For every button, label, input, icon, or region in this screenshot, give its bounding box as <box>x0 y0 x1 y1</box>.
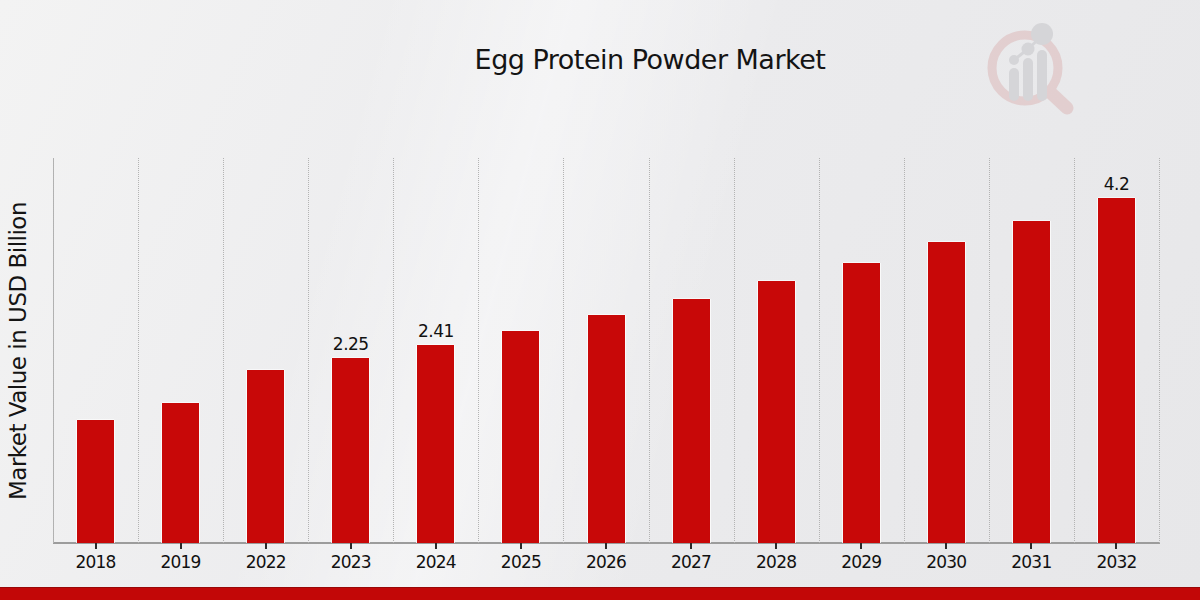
y-axis-label: Market Value in USD Billion <box>5 161 31 541</box>
x-tick <box>775 543 777 549</box>
gridline <box>819 158 820 543</box>
gridline <box>989 158 990 543</box>
plot-area: 20182019202220232.2520242.41202520262027… <box>53 158 1159 543</box>
x-tick-label-2030: 2030 <box>926 552 966 572</box>
bar-2022 <box>247 370 284 543</box>
gridline <box>904 158 905 543</box>
x-tick <box>860 543 862 549</box>
footer-accent-bar <box>0 587 1200 600</box>
x-tick-label-2025: 2025 <box>501 552 541 572</box>
bar-2032 <box>1098 198 1135 544</box>
data-label-2023: 2.25 <box>333 334 369 354</box>
page: Egg Protein Powder Market Market Value i… <box>0 0 1200 600</box>
x-tick <box>95 543 97 549</box>
x-tick-label-2027: 2027 <box>671 552 711 572</box>
magnifier-handle <box>1051 93 1067 108</box>
x-tick <box>180 543 182 549</box>
bar-2025 <box>502 331 539 543</box>
bar-2023 <box>332 358 369 543</box>
gridline <box>734 158 735 543</box>
bar-2019 <box>162 403 199 543</box>
x-tick <box>265 543 267 549</box>
x-tick <box>350 543 352 549</box>
gridline <box>308 158 309 543</box>
x-tick-label-2019: 2019 <box>161 552 201 572</box>
gridline <box>563 158 564 543</box>
bar-2030 <box>928 242 965 543</box>
bar-2031 <box>1013 221 1050 544</box>
gridline <box>138 158 139 543</box>
gridline <box>478 158 479 543</box>
gridline <box>53 158 54 543</box>
bar-2028 <box>758 281 795 543</box>
x-tick <box>1115 543 1117 549</box>
bar-2024 <box>417 345 454 543</box>
bar-2026 <box>588 315 625 543</box>
x-tick <box>520 543 522 549</box>
x-tick-label-2031: 2031 <box>1011 552 1051 572</box>
bar-2029 <box>843 263 880 544</box>
gridline <box>393 158 394 543</box>
gridline <box>1159 158 1160 543</box>
gridline <box>223 158 224 543</box>
magnifier-bar-chart-watermark-icon <box>973 16 1085 118</box>
x-tick <box>435 543 437 549</box>
bar-2018 <box>77 420 114 543</box>
x-tick-label-2026: 2026 <box>586 552 626 572</box>
data-label-2032: 4.2 <box>1104 174 1130 194</box>
x-tick-label-2029: 2029 <box>841 552 881 572</box>
data-label-2024: 2.41 <box>418 321 454 341</box>
gridline <box>1074 158 1075 543</box>
x-tick-label-2022: 2022 <box>246 552 286 572</box>
x-tick <box>605 543 607 549</box>
bar-2027 <box>673 299 710 543</box>
x-tick <box>690 543 692 549</box>
x-tick-label-2028: 2028 <box>756 552 796 572</box>
x-tick-label-2024: 2024 <box>416 552 456 572</box>
x-tick-label-2023: 2023 <box>331 552 371 572</box>
x-tick <box>945 543 947 549</box>
x-tick <box>1030 543 1032 549</box>
x-tick-label-2032: 2032 <box>1096 552 1136 572</box>
x-tick-label-2018: 2018 <box>75 552 115 572</box>
gridline <box>649 158 650 543</box>
